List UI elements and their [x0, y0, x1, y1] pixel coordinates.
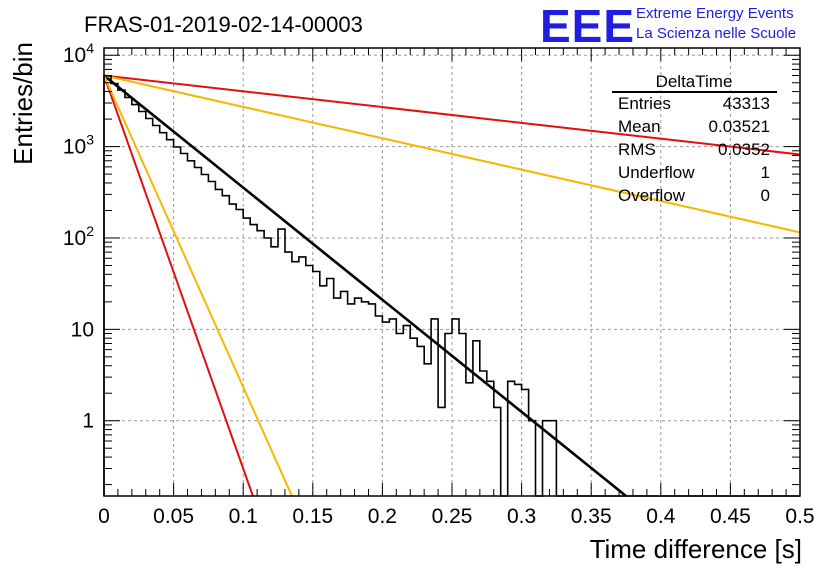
fit-curve-4 — [103, 75, 293, 497]
logo-line-2: La Scienza nelle Scuole — [636, 25, 796, 42]
y-tick-label-base: 10 — [63, 227, 86, 250]
stats-box-name: DeltaTime — [656, 72, 733, 91]
x-tick-label-9: 0.45 — [710, 505, 751, 528]
y-tick-label-exponent: 2 — [86, 223, 94, 239]
x-axis-label: Time difference [s] — [590, 534, 802, 564]
y-tick-label-0: 1 — [82, 410, 94, 433]
x-tick-label-2: 0.1 — [229, 505, 258, 528]
x-tick-label-6: 0.3 — [507, 505, 536, 528]
x-tick-label-1: 0.05 — [153, 505, 194, 528]
fit-curve-2 — [103, 75, 254, 497]
y-tick-label-base: 10 — [63, 136, 86, 159]
y-tick-label-1: 10 — [71, 318, 94, 341]
y-tick-label-4: 104 — [63, 40, 94, 67]
fit-curve-3 — [103, 74, 801, 234]
y-tick-label-exponent: 4 — [86, 40, 94, 56]
logo-letters: EEE — [540, 0, 635, 52]
eee-logo: EEE Extreme Energy Events La Scienza nel… — [540, 0, 796, 52]
stat-value-overflow: 0 — [761, 186, 770, 205]
y-axis-label: Entries/bin — [8, 42, 38, 165]
fit-curves — [103, 74, 801, 498]
stat-value-entries: 43313 — [723, 94, 770, 113]
stat-label-entries: Entries — [618, 94, 671, 113]
stat-label-underflow: Underflow — [618, 163, 695, 182]
y-tick-label-exponent: 3 — [86, 132, 94, 148]
stat-value-rms: 0.0352 — [718, 140, 770, 159]
chart-title: FRAS-01-2019-02-14-00003 — [84, 12, 363, 37]
x-tick-label-10: 0.5 — [785, 505, 814, 528]
logo-line-1: Extreme Energy Events — [636, 5, 794, 22]
x-tick-label-3: 0.15 — [292, 505, 333, 528]
x-tick-labels: 0 0.05 0.1 0.15 0.2 0.25 0.3 0.35 0.4 0.45 0.5 — [98, 505, 814, 528]
x-tick-label-7: 0.35 — [571, 505, 612, 528]
x-tick-label-4: 0.2 — [368, 505, 397, 528]
axis-ticks — [103, 48, 801, 496]
fit-curve-0 — [103, 74, 627, 498]
y-tick-label-base: 10 — [63, 44, 86, 67]
stat-label-mean: Mean — [618, 117, 661, 136]
y-tick-label-2: 102 — [63, 223, 94, 250]
stat-value-mean: 0.03521 — [709, 117, 770, 136]
stat-label-overflow: Overflow — [618, 186, 686, 205]
x-tick-label-8: 0.4 — [646, 505, 676, 528]
x-tick-label-0: 0 — [98, 505, 110, 528]
stat-value-underflow: 1 — [761, 163, 770, 182]
y-tick-label-3: 103 — [63, 132, 94, 159]
x-tick-label-5: 0.25 — [432, 505, 473, 528]
fit-curve-1 — [103, 74, 801, 156]
stat-label-rms: RMS — [618, 140, 656, 159]
